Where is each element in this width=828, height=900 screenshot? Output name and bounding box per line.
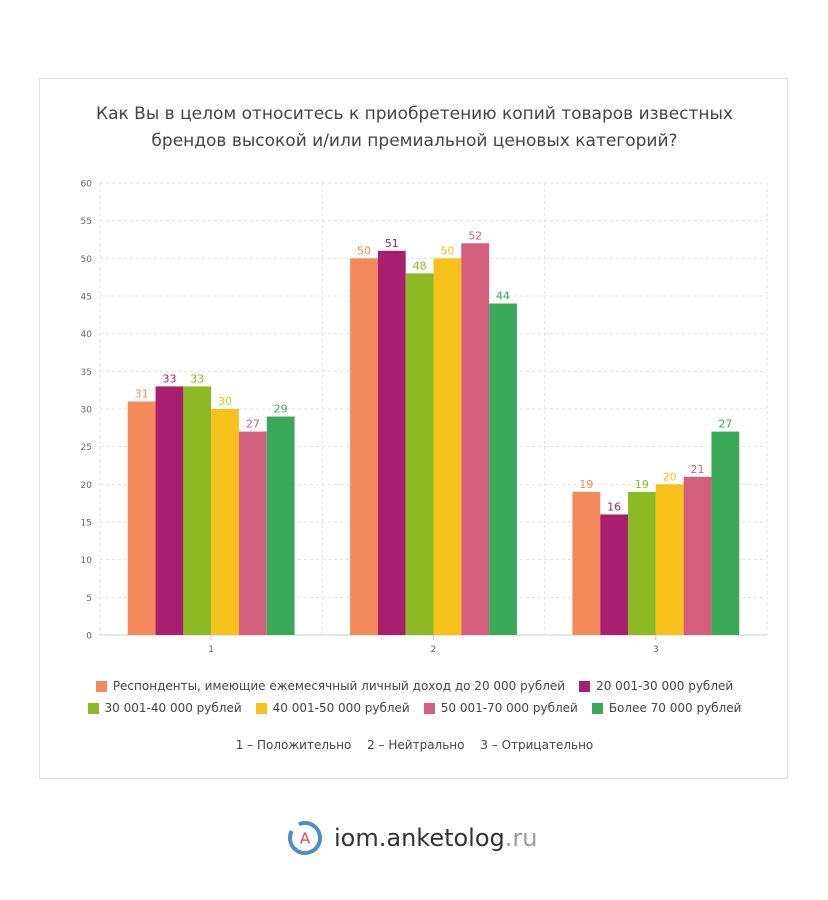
legend-swatch (87, 702, 99, 714)
bar (377, 250, 406, 636)
bar (127, 401, 156, 635)
logo-domain: iom.anketolog (334, 824, 505, 852)
legend-swatch (591, 702, 603, 714)
chart-title-line-2: брендов высокой и/или премиальной ценовы… (151, 131, 678, 151)
data-label: 19 (635, 478, 649, 491)
x-tick-label: 1 (208, 645, 214, 655)
data-label: 52 (468, 229, 482, 242)
data-label: 29 (274, 403, 288, 416)
bar (628, 491, 656, 635)
note-negative: 3 – Отрицательно (480, 738, 594, 752)
bar (572, 491, 601, 635)
data-label: 48 (413, 259, 427, 272)
legend-item[interactable]: 50 001-70 000 рублей (423, 701, 578, 715)
bar (655, 484, 684, 635)
legend-swatch (423, 702, 435, 714)
data-label: 44 (496, 290, 510, 303)
bar (405, 273, 434, 635)
logo-text: iom.anketolog.ru (334, 824, 537, 852)
logo-letter: A (300, 830, 311, 848)
chart-legend: Респонденты, имеющие ежемесячный личный … (40, 675, 789, 719)
bar (155, 386, 184, 635)
chart-title-line-1: Как Вы в целом относитесь к приобретению… (96, 104, 733, 124)
legend-label: 30 001-40 000 рублей (104, 701, 242, 715)
bar (211, 409, 239, 635)
data-label: 27 (718, 418, 732, 431)
data-label: 16 (607, 500, 621, 513)
y-tick-label: 45 (81, 293, 92, 303)
bar (461, 243, 490, 635)
chart-card: Как Вы в целом относитесь к приобретению… (39, 78, 788, 779)
legend-label: 20 001-30 000 рублей (596, 679, 734, 693)
legend-swatch (95, 680, 107, 692)
x-tick-label: 2 (431, 645, 437, 655)
data-label: 21 (691, 463, 705, 476)
legend-swatch (255, 702, 267, 714)
bar (489, 303, 517, 635)
y-tick-label: 30 (81, 406, 93, 416)
legend-label: Более 70 000 рублей (608, 701, 742, 715)
y-tick-label: 5 (86, 594, 92, 604)
bar (433, 258, 462, 635)
legend-label: Респонденты, имеющие ежемесячный личный … (112, 679, 566, 693)
x-tick-label: 3 (653, 645, 659, 655)
data-label: 50 (440, 244, 454, 257)
legend-item[interactable]: Более 70 000 рублей (591, 701, 742, 715)
legend-row-2: 30 001-40 000 рублей 40 001-50 000 рубле… (40, 697, 789, 719)
data-label: 27 (246, 418, 260, 431)
data-label: 20 (663, 470, 677, 483)
legend-row-1: Респонденты, имеющие ежемесячный личный … (40, 675, 789, 697)
y-tick-label: 40 (81, 330, 93, 340)
y-tick-label: 10 (81, 556, 93, 566)
logo-tld: .ru (504, 824, 538, 852)
anketolog-logo-icon: A (288, 821, 322, 855)
legend-swatch (579, 680, 591, 692)
bar (183, 386, 212, 635)
category-note: 1 – Положительно 2 – Нейтрально 3 – Отри… (40, 738, 789, 752)
y-tick-label: 25 (81, 443, 92, 453)
legend-label: 40 001-50 000 рублей (272, 701, 410, 715)
y-tick-label: 0 (86, 632, 92, 642)
bar (238, 431, 267, 635)
chart-title: Как Вы в целом относитесь к приобретению… (40, 101, 789, 155)
note-neutral: 2 – Нейтрально (367, 738, 465, 752)
brand-logo[interactable]: A iom.anketolog.ru (286, 818, 537, 858)
data-label: 51 (385, 237, 399, 250)
y-tick-label: 55 (81, 217, 92, 227)
bar-chart: 0 5 10 15 20 25 30 35 40 45 50 55 60 1 31 33 33 30 27 29 2 50… (81, 180, 768, 655)
data-label: 31 (135, 387, 149, 400)
bar (600, 514, 629, 635)
legend-item[interactable]: 30 001-40 000 рублей (87, 701, 242, 715)
legend-label: 50 001-70 000 рублей (440, 701, 578, 715)
note-positive: 1 – Положительно (235, 738, 352, 752)
bar (683, 476, 712, 635)
y-tick-label: 15 (81, 519, 92, 529)
y-tick-label: 35 (81, 368, 92, 378)
data-label: 33 (190, 372, 204, 385)
bar (711, 431, 740, 635)
y-tick-label: 20 (81, 481, 93, 491)
data-label: 30 (218, 395, 232, 408)
data-label: 33 (162, 372, 176, 385)
legend-item[interactable]: Респонденты, имеющие ежемесячный личный … (95, 679, 566, 693)
data-label: 50 (357, 244, 371, 257)
legend-item[interactable]: 40 001-50 000 рублей (255, 701, 410, 715)
y-tick-label: 50 (81, 255, 93, 265)
bar (350, 258, 378, 635)
legend-item[interactable]: 20 001-30 000 рублей (579, 679, 733, 693)
data-label: 19 (579, 478, 593, 491)
bar (266, 416, 295, 635)
y-tick-label: 60 (81, 180, 93, 190)
